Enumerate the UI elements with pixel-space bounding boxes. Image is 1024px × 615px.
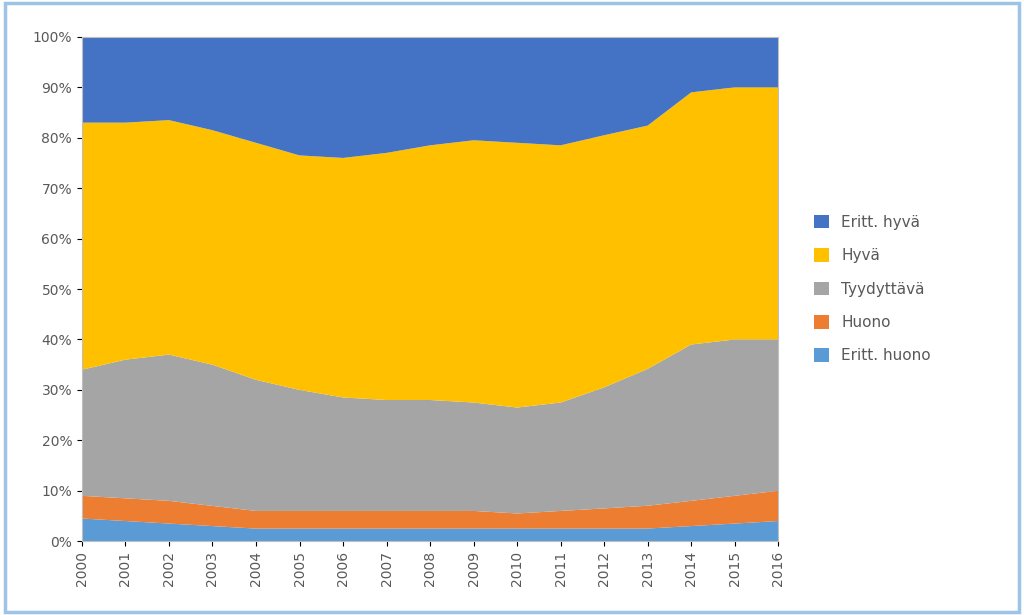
Legend: Eritt. hyvä, Hyvä, Tyydyttävä, Huono, Eritt. huono: Eritt. hyvä, Hyvä, Tyydyttävä, Huono, Er…	[814, 215, 931, 363]
